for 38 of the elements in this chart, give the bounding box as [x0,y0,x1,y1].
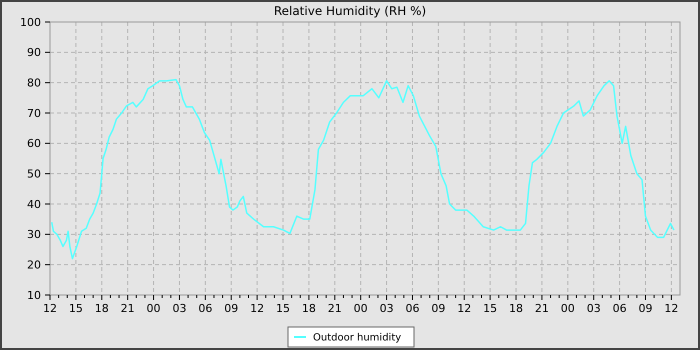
y-tick-label: 80 [27,76,41,90]
chart-title: Relative Humidity (RH %) [274,4,426,18]
x-tick-label: 21 [328,302,342,315]
x-tick-label: 00 [560,302,575,315]
x-tick-label: 21 [120,302,135,315]
line-series [50,78,675,260]
x-tick-label: 09 [638,302,652,315]
y-tick-label: 20 [27,258,41,272]
x-tick-label: 12 [43,302,57,315]
y-tick-label: 90 [27,46,41,60]
x-tick-label: 21 [534,302,549,315]
x-tick-label: 00 [354,302,368,315]
y-tick-label: 40 [27,198,41,211]
y-tick-label: 10 [27,288,41,302]
x-tick-label: 06 [405,302,420,315]
x-tick-label: 18 [509,302,524,315]
x-tick-label: 00 [146,302,161,315]
x-tick-label: 06 [198,302,212,315]
x-tick-label: 15 [68,302,83,315]
legend-label: Outdoor humidity [313,332,402,344]
x-tick-label: 03 [586,302,601,315]
x-tick-label: 12 [664,302,678,315]
x-tick-label: 12 [457,302,472,315]
x-tick-label: 03 [380,302,394,315]
y-tick-label: 70 [27,106,41,120]
x-tick-label: 15 [483,302,498,315]
x-tick-label: 09 [224,302,238,315]
x-tick-label: 03 [172,302,186,315]
x-tick-label: 18 [302,302,316,315]
x-tick-label: 15 [276,302,290,315]
x-tick-label: 12 [250,302,264,315]
y-tick-label: 100 [20,16,41,29]
x-tick-label: 06 [612,302,627,315]
y-tick-label: 50 [27,168,41,181]
y-tick-label: 30 [27,228,41,242]
y-tick-label: 60 [27,137,41,150]
x-tick-label: 18 [94,302,109,315]
x-tick-label: 09 [431,302,446,315]
